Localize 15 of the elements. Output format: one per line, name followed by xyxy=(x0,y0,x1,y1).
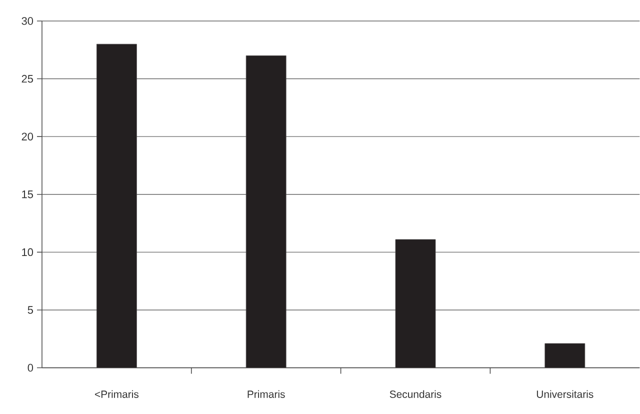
y-tick-label: 0 xyxy=(28,364,34,372)
bar xyxy=(544,343,586,368)
bar xyxy=(246,56,286,368)
y-tick-label: 20 xyxy=(22,132,34,141)
bar xyxy=(96,44,137,368)
x-tick-label: <Primaris xyxy=(94,390,139,398)
y-tick-label: 25 xyxy=(22,75,33,83)
y-tick-label: 15 xyxy=(22,190,33,198)
y-tick-label: 5 xyxy=(28,306,33,314)
y-tick-label: 10 xyxy=(22,248,34,256)
y-tick-label: 30 xyxy=(22,17,34,25)
x-tick-label: Universitaris xyxy=(536,390,594,398)
bar xyxy=(395,239,436,368)
x-tick-label: Primaris xyxy=(248,390,285,398)
x-tick-label: Secundaris xyxy=(390,390,442,398)
